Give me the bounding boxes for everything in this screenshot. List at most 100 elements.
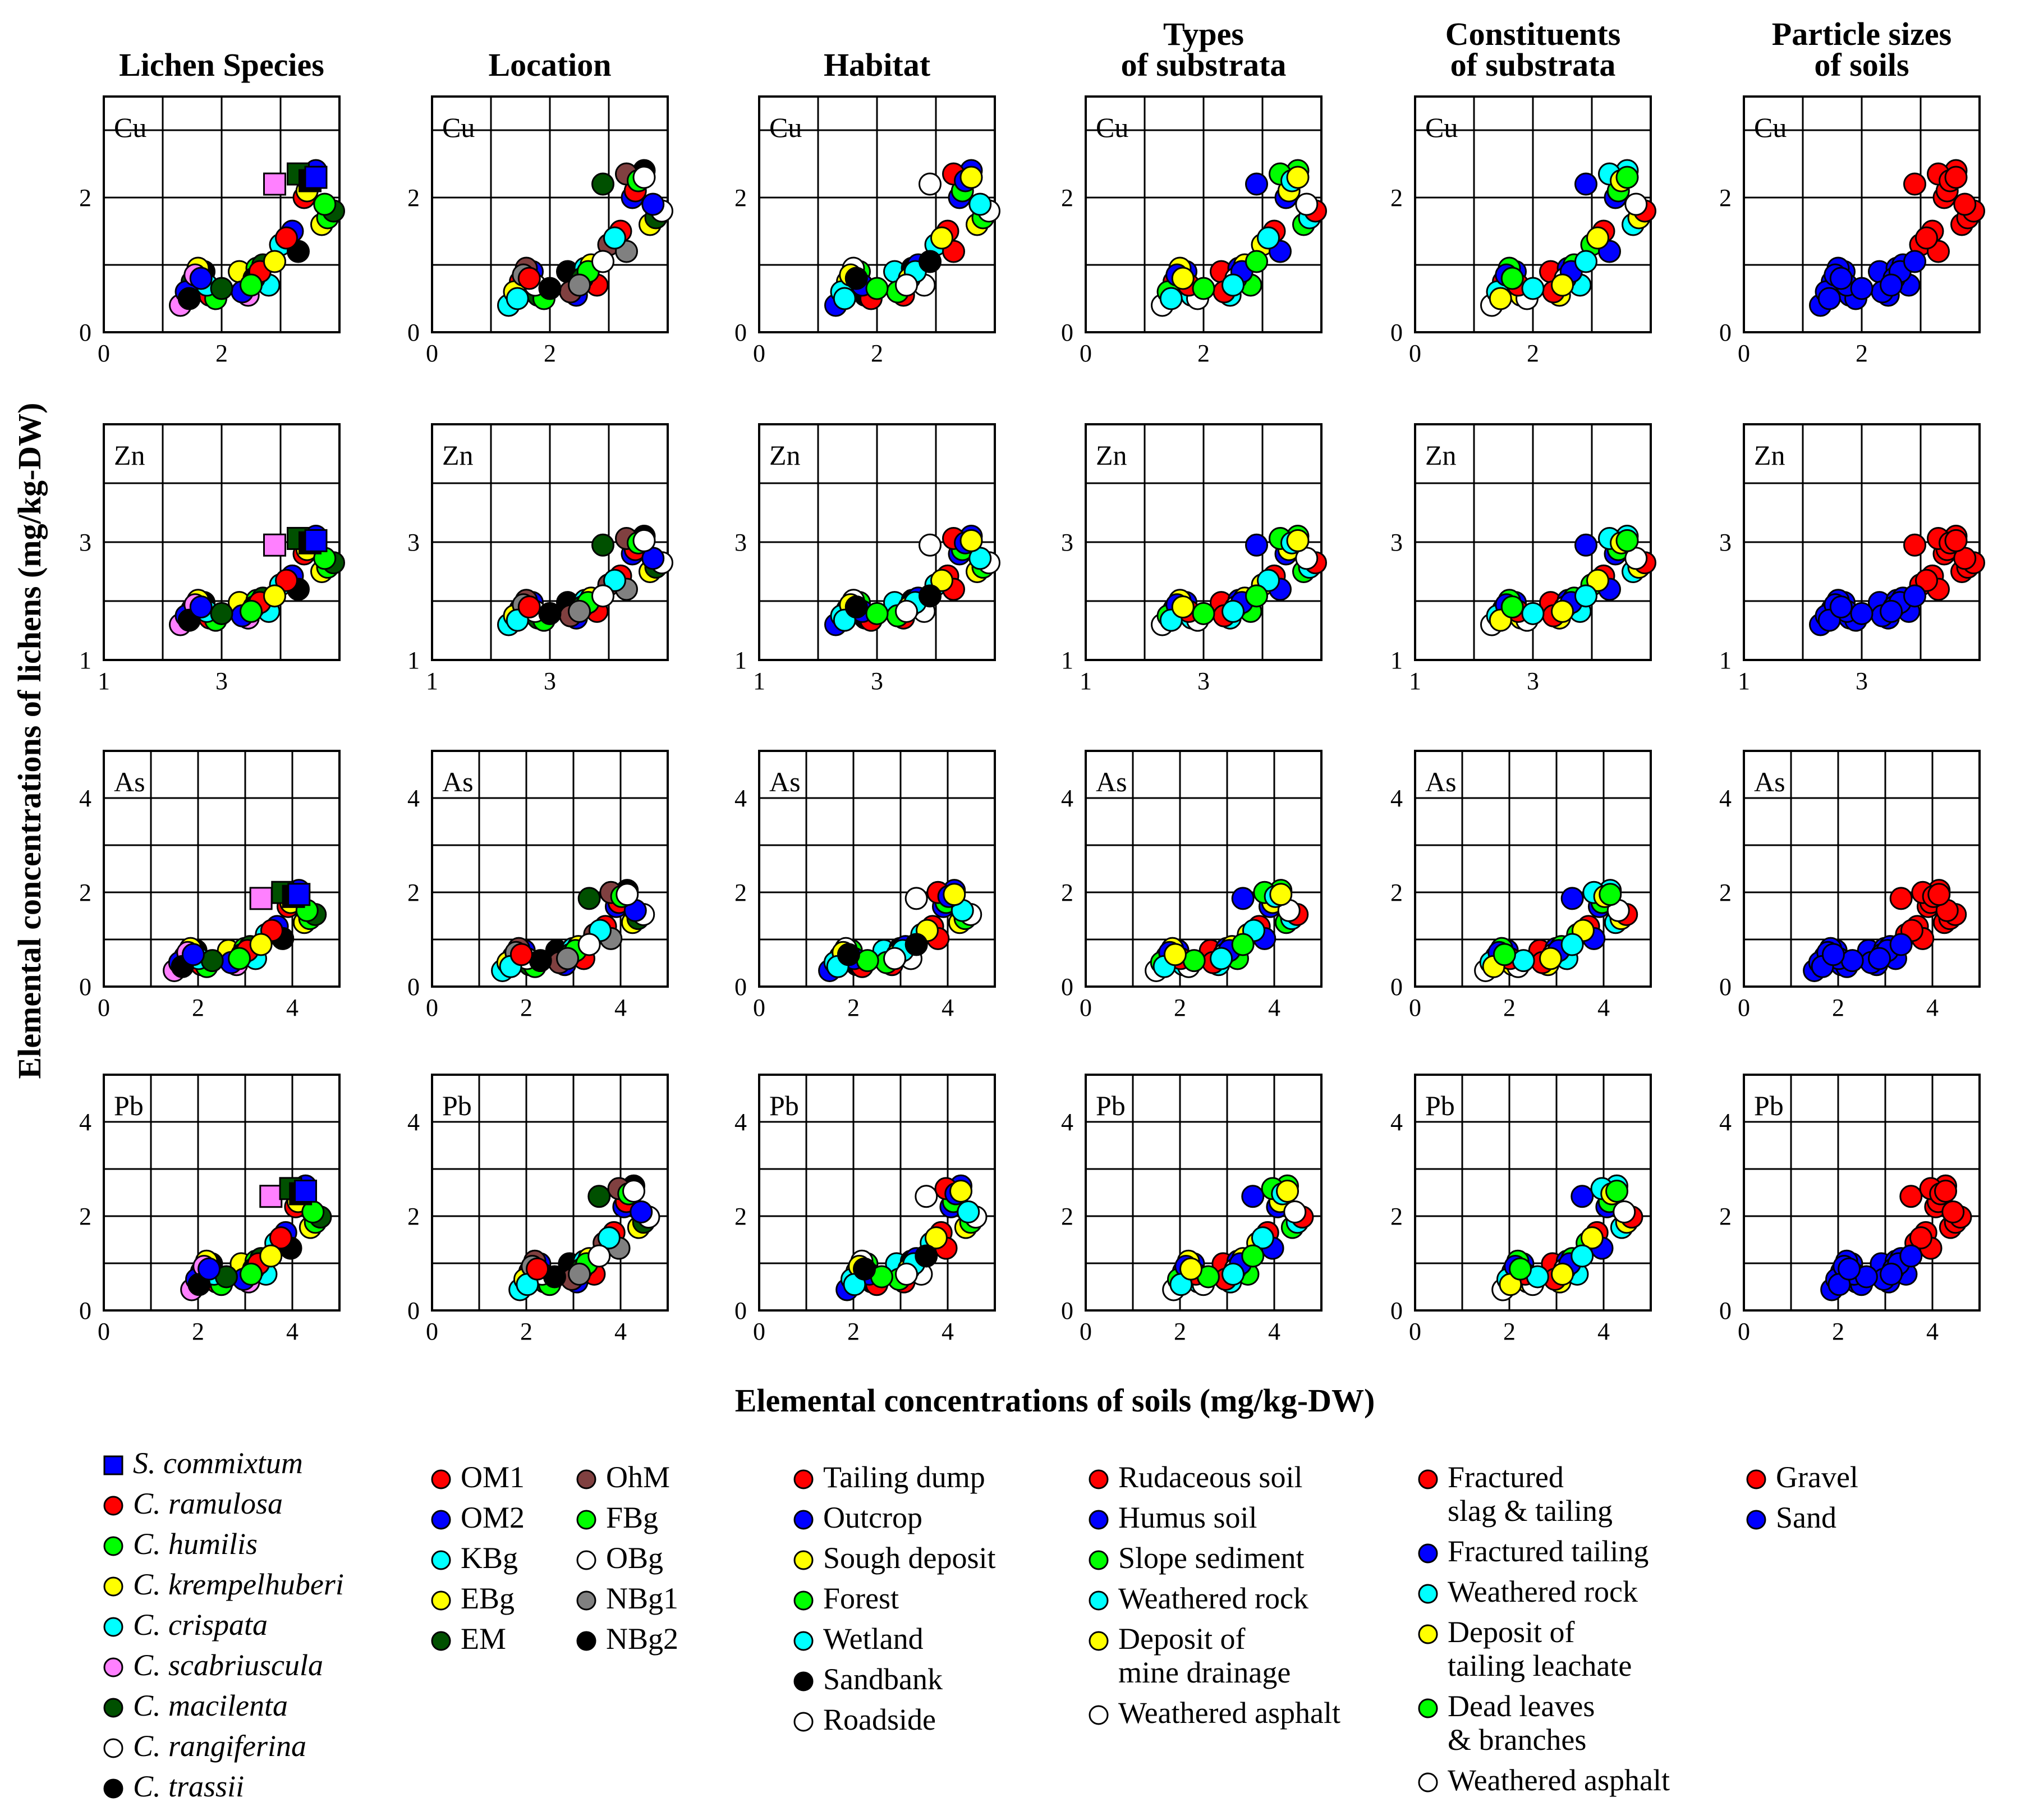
data-point bbox=[275, 226, 298, 250]
habitat-legend-item-3: Forest bbox=[793, 1581, 899, 1615]
species-legend-item-4: C. crispata bbox=[103, 1608, 268, 1642]
x-tick-label: 1 bbox=[98, 667, 110, 695]
legend-marker bbox=[103, 1576, 123, 1597]
x-tick-label: 0 bbox=[1738, 1318, 1750, 1345]
legend-label: Fractured bbox=[1448, 1460, 1564, 1494]
x-tick-label: 4 bbox=[1268, 1318, 1280, 1345]
data-point bbox=[198, 1257, 221, 1281]
data-point bbox=[189, 267, 213, 290]
data-point bbox=[1159, 287, 1183, 310]
legend-marker bbox=[103, 1496, 123, 1516]
data-point bbox=[1551, 273, 1574, 297]
data-point bbox=[177, 287, 201, 310]
location-b-legend-item-3: NBg1 bbox=[576, 1581, 678, 1615]
x-tick-label: 2 bbox=[1503, 994, 1516, 1021]
species-legend-item-0: S. commixtum bbox=[103, 1446, 303, 1480]
data-point bbox=[577, 887, 601, 910]
x-tick-label: 0 bbox=[1738, 994, 1750, 1021]
panel-Pb-0: Pb 0 2 4 0 2 4 bbox=[79, 1074, 341, 1345]
data-point bbox=[1245, 533, 1268, 557]
panel-Zn-4: Zn 1 3 1 3 bbox=[1390, 423, 1656, 695]
data-point bbox=[1509, 1257, 1532, 1281]
data-point bbox=[263, 584, 286, 608]
data-point bbox=[968, 192, 992, 216]
y-tick-label: 0 bbox=[79, 973, 91, 1001]
legend-label: EBg bbox=[461, 1581, 515, 1615]
x-tick-label: 4 bbox=[1597, 1318, 1610, 1345]
legend-label: Rudaceous soil bbox=[1118, 1460, 1302, 1494]
y-tick-label: 0 bbox=[1719, 319, 1732, 346]
x-tick-label: 2 bbox=[544, 340, 556, 367]
x-axis-label: Elemental concentrations of soils (mg/kg… bbox=[735, 1382, 1375, 1419]
constituents-legend-item-2: Weathered rock bbox=[1418, 1575, 1638, 1608]
data-point bbox=[591, 533, 614, 557]
data-point bbox=[568, 1262, 591, 1286]
legend-label: NBg2 bbox=[606, 1622, 678, 1656]
data-point bbox=[833, 287, 856, 310]
x-tick-label: 2 bbox=[1856, 340, 1868, 367]
y-tick-label: 0 bbox=[407, 319, 420, 346]
element-label: Pb bbox=[442, 1090, 472, 1121]
y-tick-label: 4 bbox=[1390, 785, 1403, 812]
data-point bbox=[1903, 584, 1926, 608]
y-tick-label: 0 bbox=[1390, 319, 1403, 346]
data-point bbox=[949, 1179, 973, 1203]
legend-label: Weathered asphalt bbox=[1448, 1763, 1670, 1797]
legend-label: Forest bbox=[823, 1581, 899, 1615]
data-point bbox=[622, 1179, 646, 1203]
panel-Cu-4: Cu 0 2 0 2 bbox=[1390, 95, 1656, 367]
panel-Zn-3: Zn 1 3 1 3 bbox=[1061, 423, 1327, 695]
data-point bbox=[1500, 595, 1524, 618]
legend-label: Weathered asphalt bbox=[1118, 1696, 1340, 1730]
x-tick-label: 0 bbox=[1409, 340, 1421, 367]
x-tick-label: 1 bbox=[1080, 667, 1092, 695]
legend-label: Gravel bbox=[1776, 1460, 1858, 1494]
panel-Zn-0: Zn 1 3 1 3 bbox=[79, 423, 345, 695]
data-point bbox=[1222, 599, 1245, 623]
data-point bbox=[1245, 172, 1268, 196]
data-point bbox=[1574, 172, 1597, 196]
y-tick-label: 2 bbox=[1719, 184, 1732, 212]
y-tick-label: 0 bbox=[407, 1297, 420, 1324]
y-tick-label: 2 bbox=[734, 879, 747, 906]
data-point bbox=[591, 584, 614, 608]
data-point bbox=[240, 273, 263, 297]
panel-As-5: As 0 2 4 0 2 4 bbox=[1719, 750, 1981, 1021]
panel-Cu-2: Cu 0 2 0 2 bbox=[734, 95, 1000, 367]
legend-label-line2: & branches bbox=[1448, 1723, 1586, 1757]
x-tick-label: 0 bbox=[1080, 994, 1092, 1021]
legend-marker bbox=[1418, 1469, 1438, 1489]
y-tick-label: 0 bbox=[1061, 319, 1073, 346]
x-tick-label: 0 bbox=[1080, 340, 1092, 367]
x-tick-label: 2 bbox=[1174, 994, 1186, 1021]
element-label: Cu bbox=[114, 112, 146, 143]
data-point bbox=[1615, 529, 1639, 552]
column-title-5-line-1: of soils bbox=[1814, 47, 1909, 83]
x-tick-label: 4 bbox=[1597, 994, 1610, 1021]
data-point bbox=[263, 250, 286, 273]
panel-As-1: As 0 2 4 0 2 4 bbox=[407, 750, 669, 1021]
data-point bbox=[1500, 267, 1524, 290]
data-point bbox=[249, 933, 273, 956]
data-point bbox=[1880, 273, 1903, 297]
data-point bbox=[1944, 529, 1968, 552]
element-label: Zn bbox=[1096, 439, 1127, 471]
legend-label: OM2 bbox=[461, 1501, 525, 1534]
data-point bbox=[1493, 943, 1516, 966]
types-legend-item-0: Rudaceous soil bbox=[1089, 1460, 1302, 1494]
legend-marker bbox=[793, 1550, 814, 1570]
data-point bbox=[506, 287, 529, 310]
x-tick-label: 0 bbox=[426, 340, 438, 367]
data-point bbox=[919, 533, 942, 557]
data-point bbox=[603, 569, 626, 592]
data-point bbox=[1821, 943, 1845, 966]
data-point bbox=[1880, 599, 1903, 623]
x-tick-label: 2 bbox=[1197, 340, 1210, 367]
x-tick-label: 0 bbox=[753, 1318, 765, 1345]
data-point bbox=[1909, 1226, 1932, 1250]
legend-label-line2: slag & tailing bbox=[1448, 1494, 1613, 1528]
data-point-square bbox=[263, 533, 286, 557]
y-tick-label: 2 bbox=[407, 184, 420, 212]
x-tick-label: 2 bbox=[1174, 1318, 1186, 1345]
data-point bbox=[1586, 226, 1609, 250]
